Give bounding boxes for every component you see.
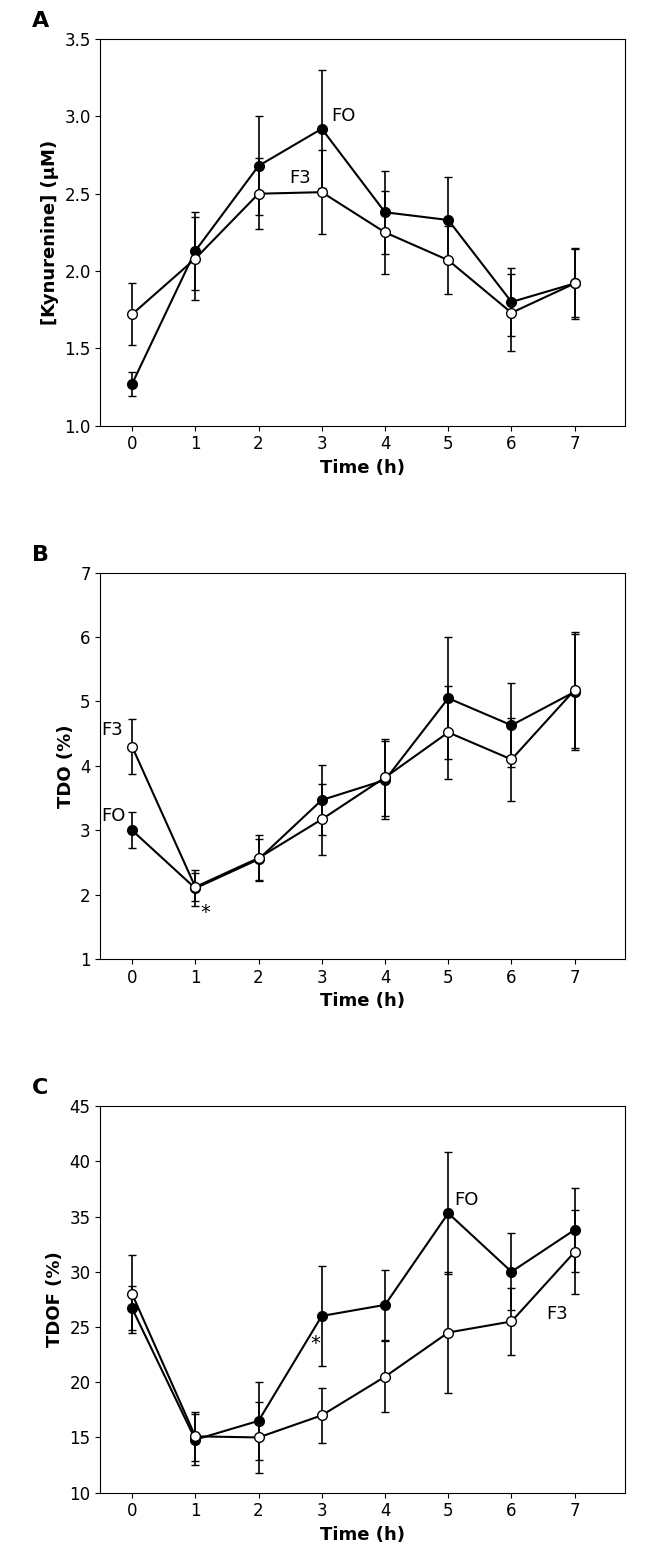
X-axis label: Time (h): Time (h) <box>320 1525 406 1544</box>
Text: F3: F3 <box>546 1305 568 1322</box>
X-axis label: Time (h): Time (h) <box>320 993 406 1010</box>
Text: B: B <box>32 545 49 564</box>
Text: F3: F3 <box>289 169 310 188</box>
Text: A: A <box>32 11 49 31</box>
Text: *: * <box>200 903 210 922</box>
Text: F3: F3 <box>102 722 124 739</box>
Text: FO: FO <box>331 108 356 125</box>
Text: FO: FO <box>102 807 126 825</box>
Text: FO: FO <box>455 1191 479 1208</box>
X-axis label: Time (h): Time (h) <box>320 460 406 477</box>
Y-axis label: TDO (%): TDO (%) <box>56 724 75 808</box>
Text: C: C <box>32 1078 49 1099</box>
Text: *: * <box>310 1335 320 1354</box>
Y-axis label: [Kynurenine] (μM): [Kynurenine] (μM) <box>41 139 59 325</box>
Y-axis label: TDOF (%): TDOF (%) <box>46 1252 64 1347</box>
